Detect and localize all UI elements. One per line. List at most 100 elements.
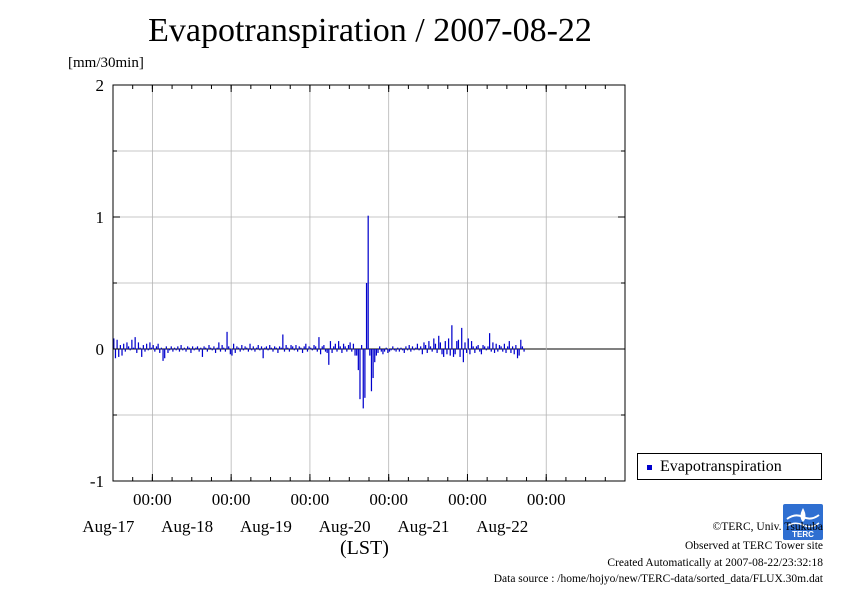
bar — [408, 345, 410, 349]
bar — [183, 347, 185, 349]
x-tick-time-label: 00:00 — [212, 490, 251, 509]
bar — [241, 345, 243, 349]
bar — [195, 347, 197, 349]
bar — [288, 349, 291, 352]
bar — [252, 346, 254, 349]
bar — [191, 346, 194, 349]
bar — [382, 349, 384, 355]
bar — [356, 349, 358, 356]
bar — [487, 346, 489, 349]
bar — [315, 346, 317, 349]
bar — [402, 349, 404, 351]
bar — [285, 345, 287, 349]
bar — [354, 349, 356, 356]
bar — [344, 346, 346, 349]
bar — [375, 349, 377, 356]
bar — [477, 345, 479, 349]
bar — [454, 349, 456, 355]
bar — [324, 349, 327, 352]
bar — [270, 347, 272, 349]
bar — [507, 346, 509, 349]
bar — [306, 349, 309, 352]
bar — [500, 346, 502, 349]
bar — [277, 349, 279, 353]
bar — [244, 346, 246, 349]
bar — [218, 342, 220, 349]
bar — [365, 283, 368, 349]
ticks-layer — [112, 84, 626, 482]
bar — [447, 338, 450, 349]
bar — [196, 346, 199, 349]
bar — [497, 349, 499, 352]
bar — [211, 349, 213, 351]
bar — [411, 346, 414, 349]
bar — [439, 342, 441, 349]
bar — [380, 349, 382, 352]
bar — [164, 349, 166, 359]
bar — [216, 347, 218, 349]
bar — [162, 349, 164, 361]
bar — [420, 346, 422, 349]
bar — [185, 349, 187, 352]
bar — [150, 347, 153, 349]
bar — [310, 347, 312, 349]
bar — [203, 346, 205, 349]
bar — [280, 347, 282, 349]
bar — [511, 346, 514, 349]
bar — [298, 346, 300, 349]
x-tick-time-label: 00:00 — [527, 490, 566, 509]
legend-swatch — [647, 465, 652, 470]
bar — [521, 346, 524, 349]
bar — [260, 346, 263, 349]
bar — [361, 345, 363, 349]
bar — [518, 349, 520, 356]
bar — [467, 338, 469, 349]
bar — [489, 333, 491, 349]
bar — [278, 346, 281, 349]
bar — [269, 345, 271, 349]
bar — [329, 341, 332, 349]
bar — [461, 327, 463, 349]
bar — [449, 349, 451, 356]
bar — [395, 349, 397, 352]
bar — [367, 215, 369, 349]
bar — [182, 349, 184, 351]
bar — [434, 343, 437, 349]
bar — [475, 346, 478, 349]
bar — [126, 342, 128, 349]
bar — [364, 349, 366, 398]
bar — [292, 346, 294, 349]
bar — [297, 349, 299, 352]
x-tick-time-label: 00:00 — [133, 490, 172, 509]
bar — [142, 345, 144, 349]
x-tick-time-label: 00:00 — [448, 490, 487, 509]
bar — [234, 349, 236, 353]
bar — [429, 346, 432, 349]
legend-label: Evapotranspiration — [660, 458, 782, 475]
bar — [173, 347, 176, 349]
labels-layer: -1 0 1 2 00:00 Aug-17 00:00 Aug-18 00:00 Aug-19 00… — [82, 76, 565, 536]
bar — [520, 339, 522, 349]
bar — [495, 343, 497, 349]
bar — [403, 349, 405, 353]
bar — [513, 349, 515, 355]
bar — [237, 347, 240, 349]
bar — [323, 345, 325, 349]
y-axis-unit: [mm/30min] — [68, 55, 144, 71]
bar — [326, 349, 328, 353]
bar — [265, 346, 268, 349]
bar — [246, 347, 248, 349]
bar — [295, 345, 297, 349]
bar — [362, 349, 364, 409]
bar — [369, 349, 371, 356]
x-tick-date-label: Aug-21 — [397, 517, 449, 536]
bar — [377, 349, 379, 353]
bar — [493, 349, 496, 353]
x-tick-date-label: Aug-17 — [82, 517, 134, 536]
bar — [311, 349, 313, 351]
bar — [219, 349, 222, 352]
bar — [385, 347, 387, 349]
bar — [441, 349, 443, 355]
x-axis-unit: (LST) — [340, 537, 389, 559]
